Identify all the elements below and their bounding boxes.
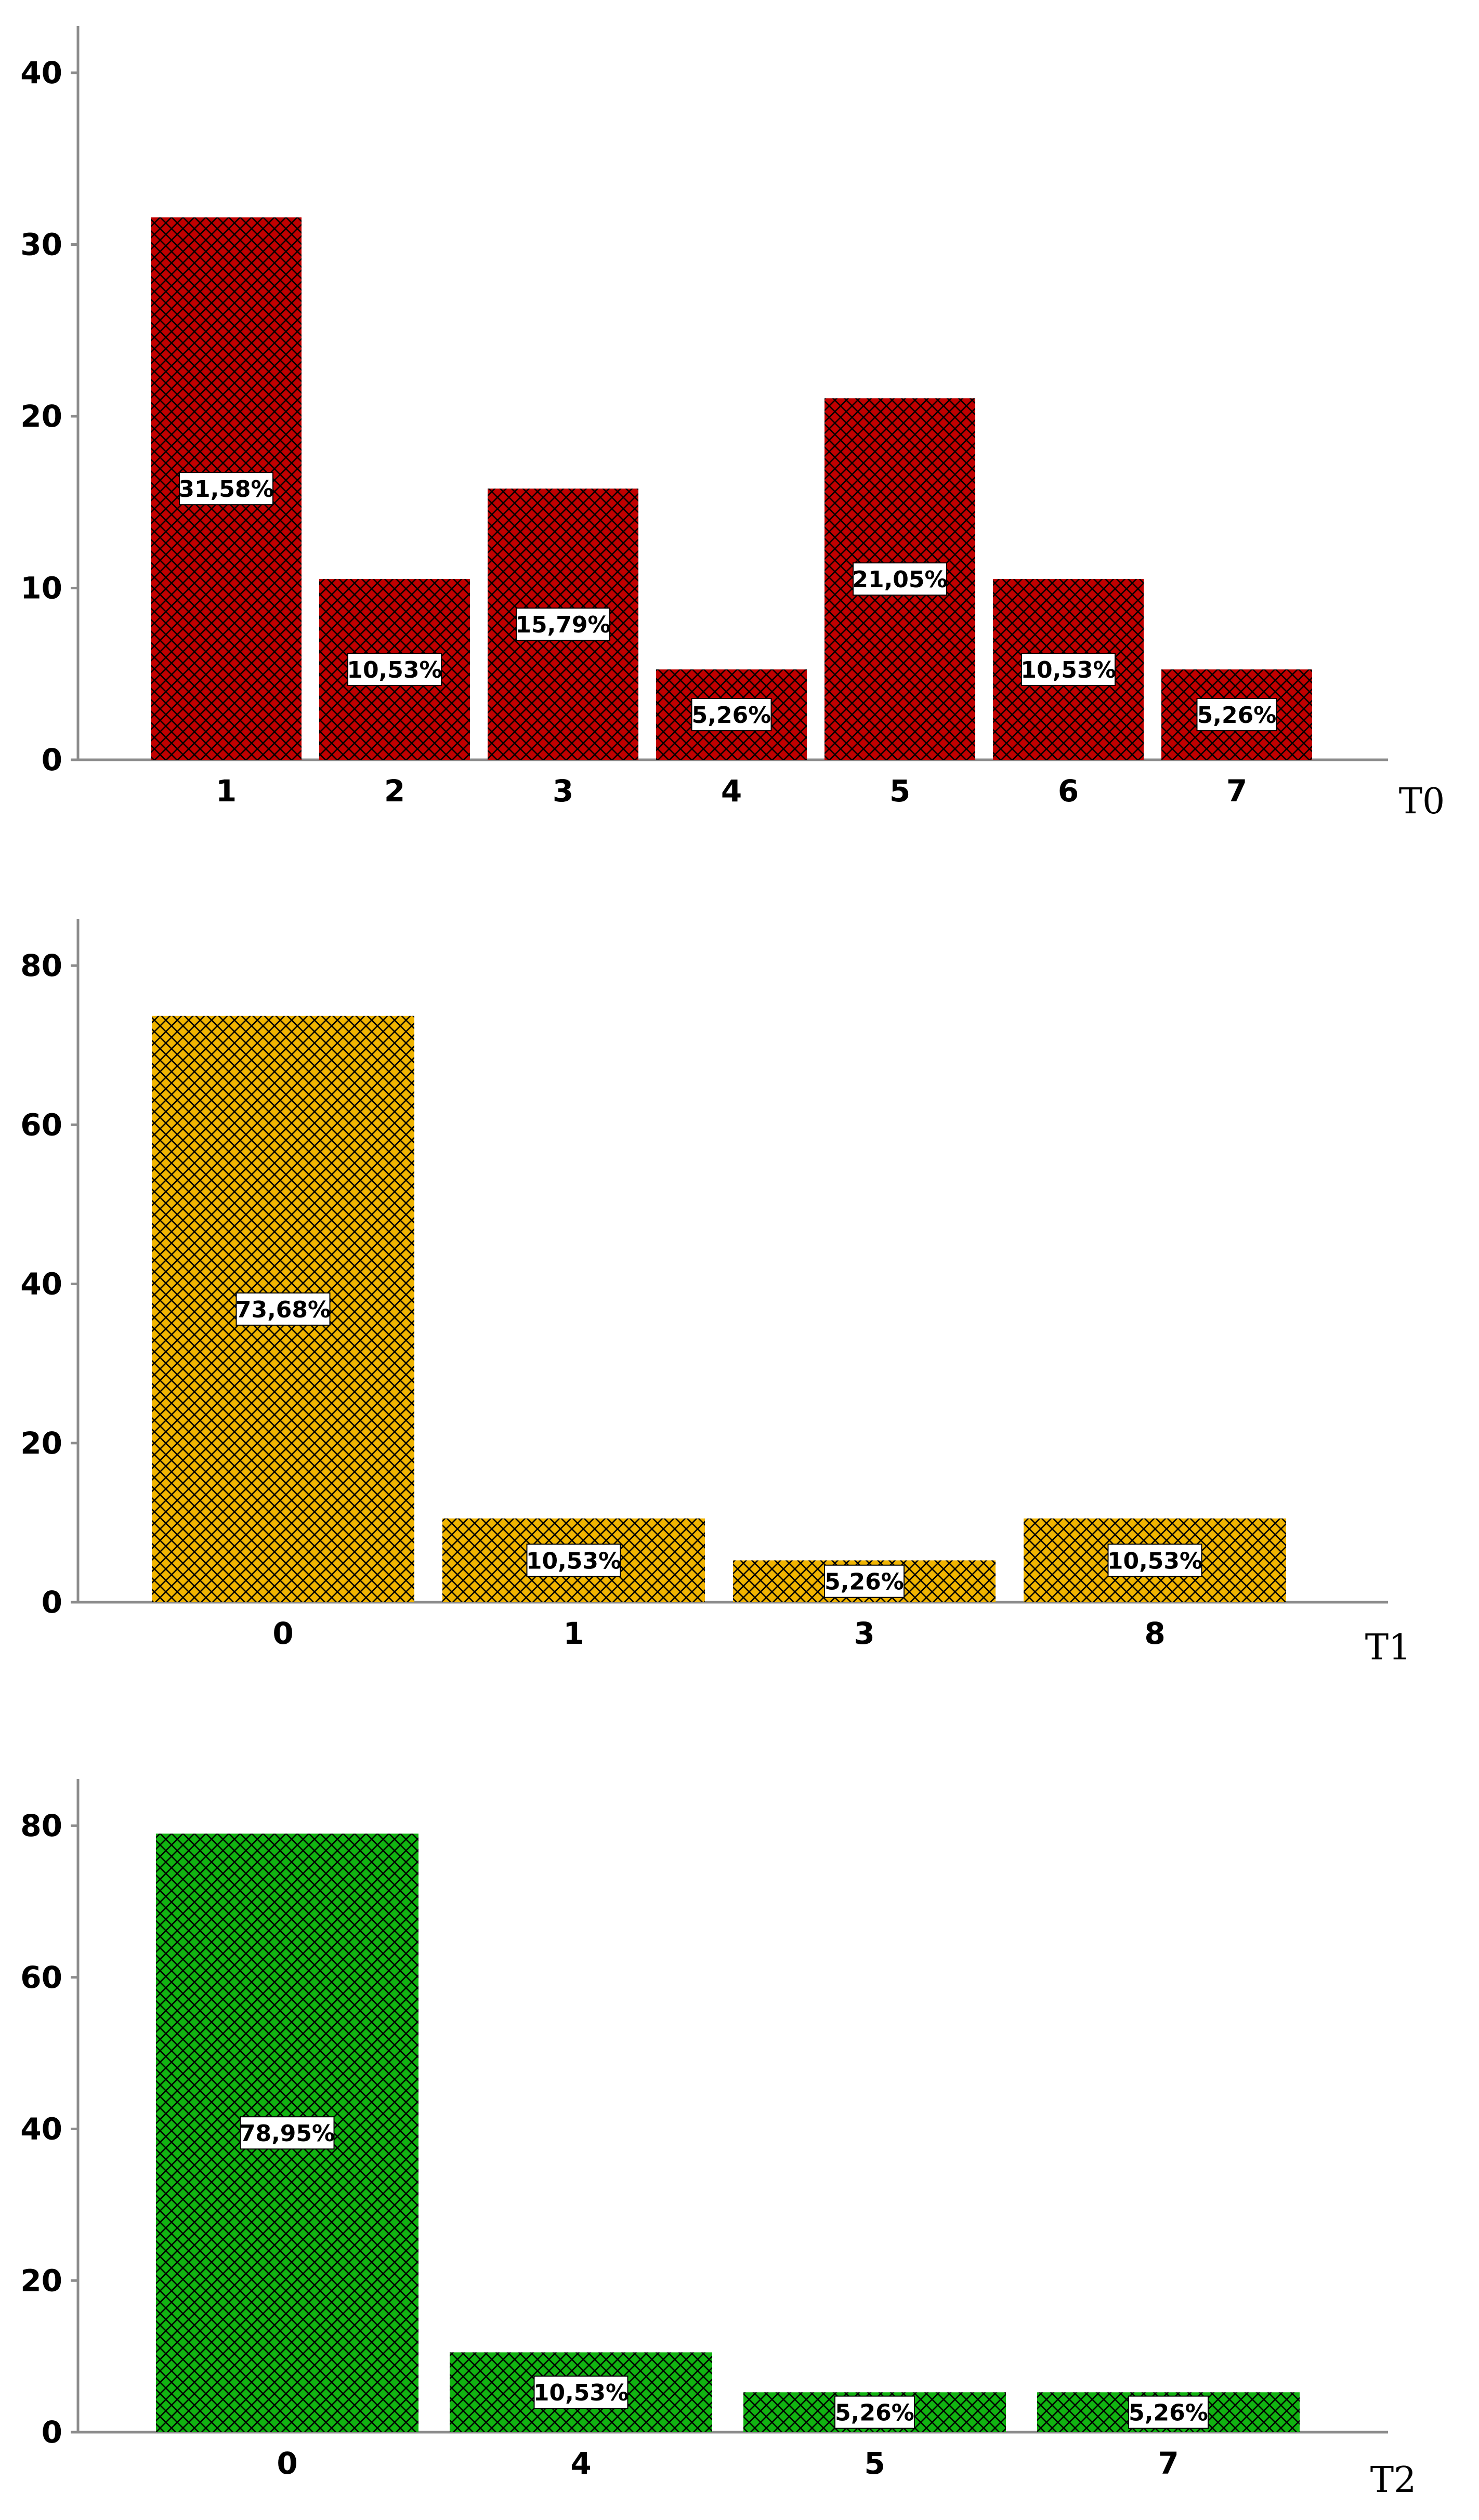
data-label: 15,79% [515, 612, 610, 638]
x-tick-label: 7 [1158, 2446, 1179, 2481]
data-label: 5,26% [1197, 702, 1277, 729]
data-label-box [1196, 698, 1277, 732]
y-tick-label: 60 [20, 1960, 62, 1995]
data-label-box [1107, 1543, 1202, 1577]
y-tick-label: 40 [20, 55, 62, 90]
data-label-box [834, 2395, 915, 2429]
data-label-box [1128, 2395, 1209, 2429]
data-label-box [853, 562, 947, 596]
data-label: 5,26% [692, 702, 771, 729]
y-tick-label: 0 [42, 2415, 62, 2450]
data-label-box [235, 1292, 331, 1326]
panel-label: T1 [1365, 1627, 1411, 1668]
chart-panel-t1: 0 20 40 60 80 0 73,68% 1 10,53% 3 5,26% 8 10,53% T1 [20, 919, 1411, 1668]
data-label: 73,68% [235, 1297, 331, 1323]
data-label: 10,53% [1020, 657, 1116, 683]
data-label: 5,26% [1129, 2400, 1208, 2426]
x-tick-label: 4 [570, 2446, 591, 2481]
x-tick-label: 8 [1144, 1616, 1165, 1651]
y-tick-label: 40 [20, 1266, 62, 1302]
data-label: 10,53% [533, 2380, 629, 2406]
data-label-box [824, 1564, 905, 1598]
chart-panel-t0: 0 10 20 30 40 1 31,58% 2 10,53% 3 15,79% 4 5,26% 5 21,… [20, 26, 1445, 822]
y-tick-label: 10 [20, 571, 62, 606]
y-tick-label: 20 [20, 2263, 62, 2298]
x-tick-label: 7 [1226, 773, 1247, 809]
data-label: 78,95% [240, 2120, 335, 2147]
y-tick-label: 30 [20, 227, 62, 262]
data-label-box [516, 608, 610, 641]
panel-label: T0 [1399, 781, 1445, 822]
x-tick-label: 3 [553, 773, 573, 809]
y-tick-label: 40 [20, 2112, 62, 2147]
x-tick-label: 4 [721, 773, 742, 809]
y-tick-label: 20 [20, 1426, 62, 1461]
y-tick-label: 60 [20, 1107, 62, 1142]
data-label: 31,58% [178, 476, 273, 503]
data-label-box [347, 652, 442, 686]
y-tick-label: 80 [20, 1808, 62, 1843]
data-label-box [526, 1543, 621, 1577]
data-label: 5,26% [824, 1569, 904, 1595]
x-tick-label: 0 [277, 2446, 297, 2481]
x-tick-label: 3 [854, 1616, 874, 1651]
y-tick-label: 80 [20, 948, 62, 983]
data-label: 10,53% [526, 1548, 621, 1574]
data-label-box [240, 2116, 335, 2150]
data-label-box [179, 472, 273, 506]
data-label: 10,53% [347, 657, 442, 683]
data-label-box [691, 698, 772, 732]
x-tick-label: 5 [889, 773, 910, 809]
x-tick-label: 5 [864, 2446, 885, 2481]
x-tick-label: 1 [216, 773, 237, 809]
data-label: 5,26% [835, 2400, 914, 2426]
y-tick-label: 20 [20, 399, 62, 434]
y-tick-label: 0 [42, 742, 62, 777]
data-label: 10,53% [1107, 1548, 1202, 1574]
x-tick-label: 1 [563, 1616, 584, 1651]
panel-label: T2 [1370, 2460, 1417, 2501]
data-label-box [1021, 652, 1116, 686]
y-tick-label: 0 [42, 1585, 62, 1620]
x-tick-label: 6 [1058, 773, 1079, 809]
x-tick-label: 2 [384, 773, 405, 809]
chart-panel-t2: 0 20 40 60 80 0 78,95% 4 10,53% 5 5,26% 7 5,26% T2 [20, 1779, 1417, 2501]
x-tick-label: 0 [272, 1616, 293, 1651]
data-label: 21,05% [852, 566, 947, 593]
data-label-box [533, 2376, 629, 2409]
